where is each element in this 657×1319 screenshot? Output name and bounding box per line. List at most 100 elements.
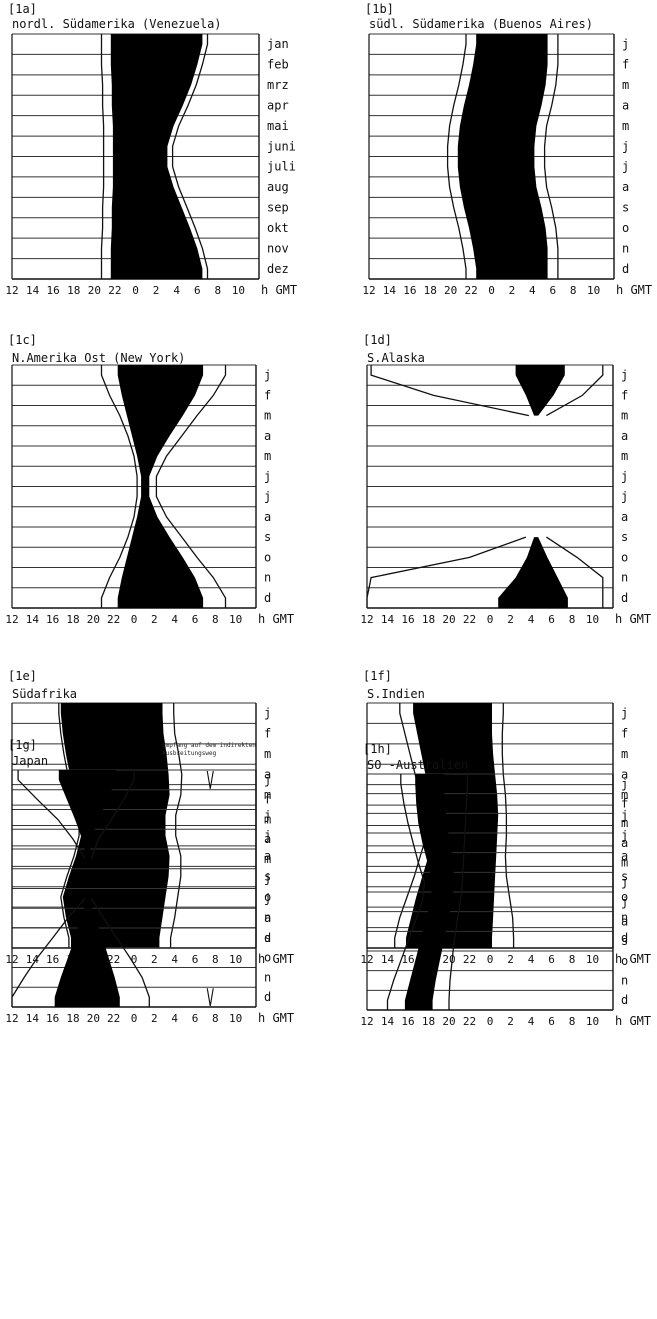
- x-tick-label: 16: [401, 1015, 414, 1028]
- x-tick-label: 14: [26, 284, 40, 297]
- x-tick-label: 20: [88, 284, 101, 297]
- x-tick-label: 6: [549, 284, 556, 297]
- month-label: a: [621, 510, 628, 524]
- x-tick-label: 2: [507, 613, 514, 626]
- x-tick-label: 0: [487, 613, 494, 626]
- x-tick-label: 4: [528, 613, 535, 626]
- month-label: s: [264, 530, 271, 544]
- x-tick-label: 6: [192, 953, 199, 966]
- x-tick-label: 2: [151, 953, 158, 966]
- month-label: m: [264, 747, 271, 761]
- x-tick-label: 20: [442, 1015, 455, 1028]
- month-label: j: [621, 368, 628, 382]
- month-label: j: [264, 773, 271, 787]
- usable-limit-line: [155, 365, 227, 608]
- month-label: m: [264, 409, 271, 423]
- x-axis-unit: h GMT: [261, 283, 297, 297]
- x-tick-label: 6: [192, 1012, 199, 1025]
- x-tick-label: 22: [463, 953, 476, 966]
- x-axis-unit: h GMT: [258, 1011, 294, 1025]
- reception-band: [498, 537, 568, 608]
- x-tick-label: 22: [463, 613, 476, 626]
- month-label: m: [264, 788, 271, 802]
- note-line: Empfang auf dem indirekten: [162, 742, 256, 749]
- x-tick-label: 6: [548, 613, 555, 626]
- month-label: j: [264, 469, 271, 483]
- month-label: f: [621, 797, 628, 811]
- month-label: m: [622, 78, 629, 92]
- x-tick-label: 10: [587, 284, 600, 297]
- x-tick-label: 18: [66, 1012, 79, 1025]
- panel-title: SO -Australien: [367, 758, 469, 772]
- x-tick-label: 0: [131, 1012, 138, 1025]
- usable-limit-line: [501, 703, 515, 948]
- x-tick-label: 16: [403, 284, 416, 297]
- x-tick-label: 16: [47, 284, 60, 297]
- x-tick-label: 22: [463, 1015, 476, 1028]
- reception-band: [117, 365, 204, 608]
- x-tick-label: 12: [362, 284, 375, 297]
- usable-limit-line: [546, 365, 604, 417]
- month-label: a: [622, 98, 629, 112]
- x-tick-label: 2: [509, 284, 516, 297]
- panel-1g: [1g] Japan Empfang auf dem indirekten Au…: [5, 738, 301, 1039]
- x-tick-label: 12: [360, 613, 373, 626]
- month-label: o: [621, 890, 628, 904]
- reception-band: [404, 774, 455, 1010]
- x-tick-label: 22: [107, 953, 120, 966]
- x-tick-label: 8: [212, 613, 219, 626]
- x-tick-label: 12: [5, 613, 18, 626]
- panel-id: [1b]: [365, 2, 394, 16]
- month-label: s: [621, 870, 628, 884]
- month-label: j: [621, 895, 628, 909]
- month-label: j: [621, 706, 628, 720]
- x-tick-label: 22: [107, 613, 120, 626]
- usable-limit-line: [546, 536, 604, 608]
- month-label: j: [621, 875, 628, 889]
- x-tick-label: 8: [215, 284, 222, 297]
- x-tick-label: 20: [444, 284, 457, 297]
- panel-1d: [1d] S.Alaska j f m a m j j a s o n d 12 14 16 18 20 22 0 2…: [360, 333, 657, 640]
- month-label: o: [264, 890, 271, 904]
- x-tick-label: 0: [131, 953, 138, 966]
- month-label: m: [264, 852, 271, 866]
- reception-band: [110, 34, 203, 279]
- month-label: j: [621, 777, 628, 791]
- month-label: j: [621, 808, 628, 822]
- panel-title: N.Amerika Ost (New York): [12, 351, 186, 365]
- x-tick-label: 14: [383, 284, 397, 297]
- x-tick-label: 2: [151, 613, 158, 626]
- x-tick-label: 14: [26, 953, 40, 966]
- month-label: aug: [267, 180, 289, 194]
- x-tick-label: 4: [529, 284, 536, 297]
- month-label: s: [621, 530, 628, 544]
- usable-limit-line: [100, 34, 105, 279]
- month-label: juni: [267, 139, 296, 153]
- x-tick-label: 8: [569, 613, 576, 626]
- month-label: a: [264, 510, 271, 524]
- x-tick-label: 16: [46, 953, 59, 966]
- reception-band: [58, 770, 116, 859]
- panel-title: südl. Südamerika (Buenos Aires): [369, 17, 593, 31]
- month-label: s: [622, 201, 629, 215]
- month-label: m: [621, 747, 628, 761]
- month-label: m: [264, 449, 271, 463]
- x-tick-label: 0: [487, 1015, 494, 1028]
- month-label: s: [621, 934, 628, 948]
- usable-limit-line: [370, 365, 530, 417]
- month-label: j: [264, 808, 271, 822]
- reception-band: [406, 703, 499, 948]
- x-axis-unit: h GMT: [615, 1014, 651, 1028]
- panel-title: nordl. Südamerika (Venezuela): [12, 17, 222, 31]
- month-label: o: [622, 221, 629, 235]
- x-tick-label: 4: [528, 953, 535, 966]
- x-tick-label: 0: [487, 953, 494, 966]
- x-tick-label: 16: [46, 1012, 59, 1025]
- panel-id: [1f]: [363, 669, 392, 683]
- chart-svg: jan feb mrz apr mai juni juli aug sep okt nov dez 12…: [5, 33, 297, 297]
- month-label: j: [264, 891, 271, 905]
- usable-limit-line: [386, 774, 426, 1010]
- reception-band: [60, 703, 170, 948]
- month-label: j: [264, 829, 271, 843]
- x-tick-label: 10: [586, 613, 599, 626]
